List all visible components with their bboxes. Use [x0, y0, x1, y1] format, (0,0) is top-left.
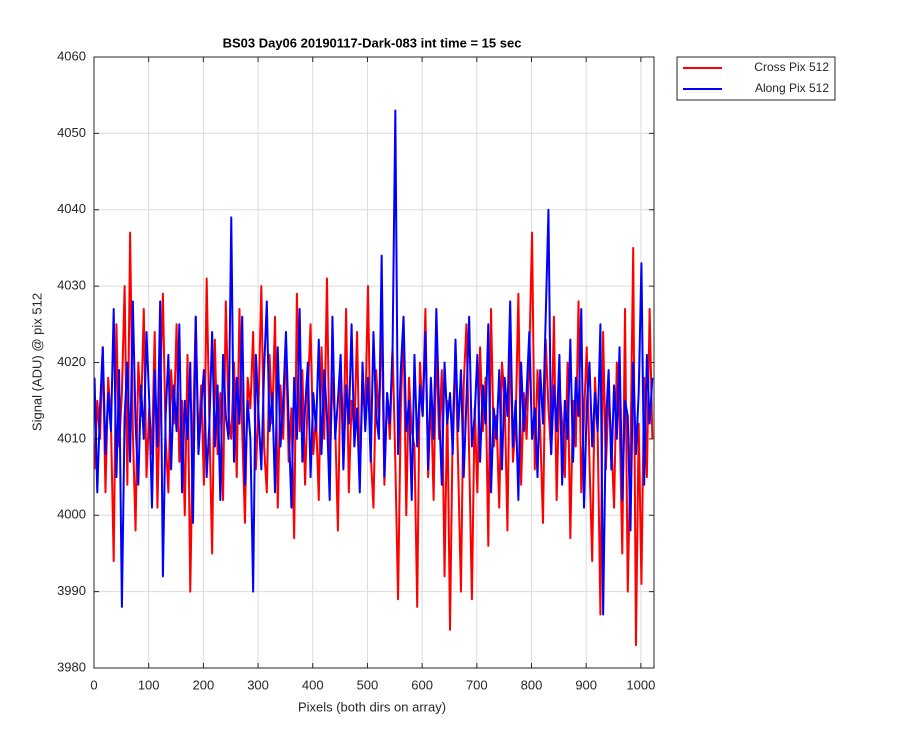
x-tick-label: 400 — [302, 677, 324, 692]
y-tick-label: 4060 — [57, 48, 86, 63]
legend-label: Cross Pix 512 — [754, 60, 829, 74]
y-tick-label: 4010 — [57, 430, 86, 445]
y-tick-label: 4020 — [57, 354, 86, 369]
legend-box — [676, 56, 836, 101]
x-axis-label: Pixels (both dirs on array) — [298, 699, 446, 714]
data-line — [93, 109, 654, 616]
x-tick-label: 200 — [193, 677, 215, 692]
y-tick-label: 4040 — [57, 201, 86, 216]
x-tick-label: 100 — [138, 677, 160, 692]
y-tick-label: 3980 — [57, 659, 86, 674]
axes-box — [93, 56, 655, 669]
x-tick-label: 300 — [247, 677, 269, 692]
legend-label: Along Pix 512 — [755, 81, 829, 95]
x-tick-label: 700 — [466, 677, 488, 692]
y-tick-label: 4000 — [57, 507, 86, 522]
x-tick-label: 500 — [357, 677, 379, 692]
chart-title: BS03 Day06 20190117-Dark-083 int time = … — [223, 35, 522, 50]
x-tick-label: 1000 — [626, 677, 655, 692]
x-tick-label: 0 — [90, 677, 97, 692]
y-tick-label: 4050 — [57, 125, 86, 140]
y-tick-label: 4030 — [57, 278, 86, 293]
y-tick-label: 3990 — [57, 583, 86, 598]
x-tick-label: 900 — [575, 677, 597, 692]
x-tick-label: 600 — [411, 677, 433, 692]
x-tick-label: 800 — [521, 677, 543, 692]
y-axis-label: Signal (ADU) @ pix 512 — [29, 293, 44, 431]
